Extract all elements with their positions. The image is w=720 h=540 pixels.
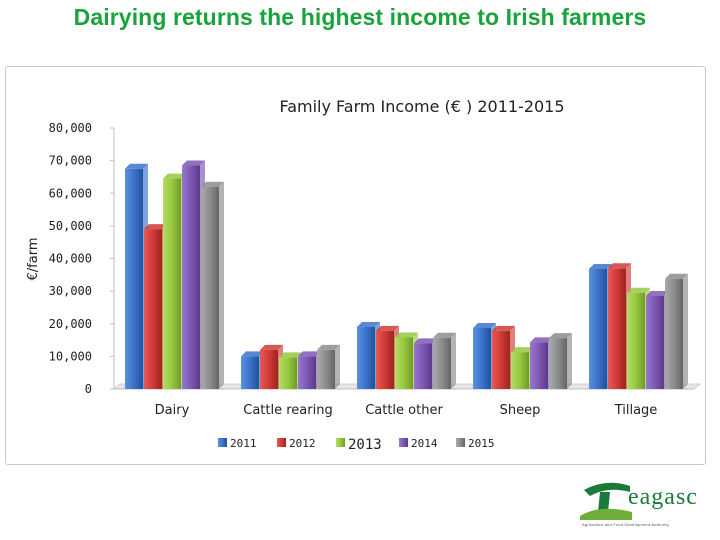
bar-top xyxy=(241,351,264,357)
bar xyxy=(163,178,181,389)
legend-swatch xyxy=(336,438,345,447)
bar xyxy=(433,337,451,389)
x-tick-label: Sheep xyxy=(500,403,541,418)
bar xyxy=(376,330,394,389)
bar-top xyxy=(414,338,437,344)
bar-side xyxy=(683,273,688,389)
logo-subtext: Agriculture and Food Development Authori… xyxy=(582,522,669,527)
bar-side xyxy=(451,332,456,389)
bar-top xyxy=(125,163,148,169)
bar xyxy=(241,356,259,389)
bar xyxy=(492,330,510,389)
bar-top xyxy=(317,344,340,350)
bar xyxy=(608,268,626,389)
bar xyxy=(260,349,278,389)
bar xyxy=(298,356,316,389)
bar xyxy=(279,357,297,389)
legend-swatch xyxy=(456,438,465,447)
bar-top xyxy=(433,332,456,338)
bar xyxy=(144,229,162,389)
legend-label: 2011 xyxy=(230,437,257,450)
bar xyxy=(665,278,683,389)
legend-swatch xyxy=(399,438,408,447)
bar-top xyxy=(357,322,380,328)
bar-top xyxy=(627,287,650,293)
bar-top xyxy=(608,263,631,269)
x-tick-label: Tillage xyxy=(614,403,658,418)
bar xyxy=(414,343,432,389)
y-axis-label: €/farm xyxy=(26,238,41,281)
y-tick-label: 20,000 xyxy=(49,317,92,331)
bar-top xyxy=(646,291,669,297)
bar-top xyxy=(298,351,321,357)
y-tick-label: 40,000 xyxy=(49,252,92,266)
bar-top xyxy=(279,352,302,358)
y-tick-label: 10,000 xyxy=(49,349,92,363)
legend-label: 2015 xyxy=(468,437,495,450)
bar-top xyxy=(530,337,553,343)
legend-label: 2013 xyxy=(348,437,382,453)
bar xyxy=(125,168,143,389)
bar xyxy=(317,349,335,389)
bar-side xyxy=(219,181,224,389)
bar xyxy=(511,352,529,389)
bar xyxy=(201,186,219,389)
y-tick-label: 30,000 xyxy=(49,284,92,298)
bar-top xyxy=(395,332,418,338)
y-tick-label: 80,000 xyxy=(49,121,92,135)
bar xyxy=(589,268,607,389)
bar xyxy=(395,337,413,389)
bar-top xyxy=(144,224,167,230)
chart-frame: Family Farm Income (€ ) 2011-2015 €/farm… xyxy=(5,66,706,465)
bar-side xyxy=(335,344,340,389)
bar-top xyxy=(511,347,534,353)
chart-svg: Family Farm Income (€ ) 2011-2015 €/farm… xyxy=(26,97,702,453)
bar-top xyxy=(549,333,572,339)
bar-side xyxy=(567,333,572,389)
x-tick-label: Cattle other xyxy=(365,403,443,418)
bar xyxy=(530,342,548,389)
legend-label: 2012 xyxy=(289,437,316,450)
bar xyxy=(549,338,567,389)
bar xyxy=(357,327,375,389)
teagasc-logo: eagasc Agriculture and Food Development … xyxy=(580,478,710,534)
bar-top xyxy=(376,325,399,331)
legend-label: 2014 xyxy=(411,437,438,450)
chart-title: Family Farm Income (€ ) 2011-2015 xyxy=(279,97,564,116)
bar-top xyxy=(182,160,205,166)
bar xyxy=(646,296,664,389)
y-tick-label: 50,000 xyxy=(49,219,92,233)
bar xyxy=(473,327,491,389)
bar xyxy=(182,165,200,389)
bar-top xyxy=(589,263,612,269)
bar-top xyxy=(260,344,283,350)
bar xyxy=(627,292,645,389)
x-tick-label: Cattle rearing xyxy=(243,403,332,418)
logo-text: eagasc xyxy=(628,484,698,510)
y-tick-label: 60,000 xyxy=(49,186,92,200)
bar-top xyxy=(665,273,688,279)
bar-top xyxy=(201,181,224,187)
legend-swatch xyxy=(218,438,227,447)
bar-top xyxy=(492,325,515,331)
slide-title: Dairying returns the highest income to I… xyxy=(73,4,647,30)
x-tick-label: Dairy xyxy=(155,403,190,418)
bar-top xyxy=(473,322,496,328)
teagasc-logo-mark xyxy=(580,482,632,520)
bar-top xyxy=(163,173,186,179)
y-tick-label: 70,000 xyxy=(49,154,92,168)
y-tick-label: 0 xyxy=(85,382,92,396)
legend-swatch xyxy=(277,438,286,447)
